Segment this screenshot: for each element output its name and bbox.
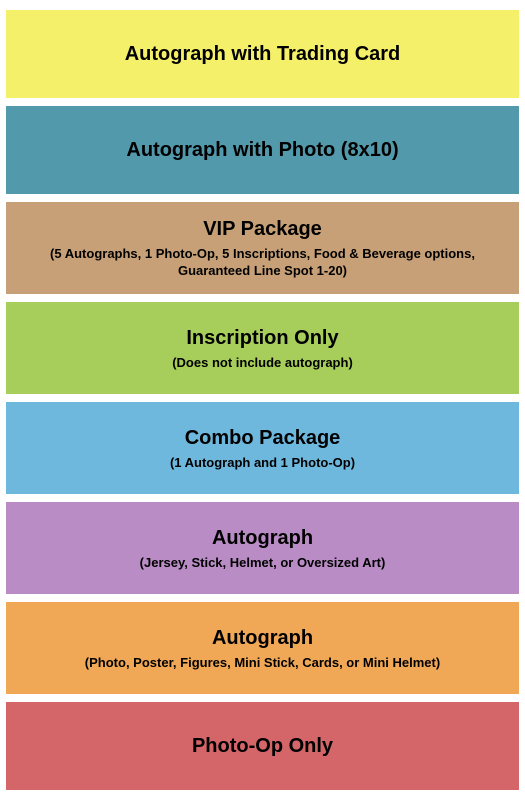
tier-item: Autograph with Trading Card [6, 10, 519, 98]
tier-list: Autograph with Trading Card Autograph wit… [0, 0, 525, 800]
tier-subtitle: (5 Autographs, 1 Photo-Op, 5 Inscription… [26, 246, 499, 280]
tier-title: Autograph [212, 525, 313, 551]
tier-subtitle: (Jersey, Stick, Helmet, or Oversized Art… [140, 555, 386, 572]
tier-title: Autograph [212, 625, 313, 651]
tier-item: Combo Package (1 Autograph and 1 Photo-Op… [6, 402, 519, 494]
tier-title: Autograph with Trading Card [125, 41, 401, 67]
tier-item: Autograph (Jersey, Stick, Helmet, or Over… [6, 502, 519, 594]
tier-subtitle: (Photo, Poster, Figures, Mini Stick, Car… [85, 655, 440, 672]
tier-item: Autograph (Photo, Poster, Figures, Mini S… [6, 602, 519, 694]
tier-title: Inscription Only [186, 325, 338, 351]
tier-item: Inscription Only (Does not include autogr… [6, 302, 519, 394]
tier-subtitle: (1 Autograph and 1 Photo-Op) [170, 455, 355, 472]
tier-item: Autograph with Photo (8x10) [6, 106, 519, 194]
tier-title: Combo Package [185, 425, 341, 451]
tier-subtitle: (Does not include autograph) [172, 355, 353, 372]
tier-title: Autograph with Photo (8x10) [126, 137, 398, 163]
tier-item: VIP Package (5 Autographs, 1 Photo-Op, 5 … [6, 202, 519, 294]
tier-item: Photo-Op Only [6, 702, 519, 790]
tier-title: VIP Package [203, 216, 322, 242]
tier-title: Photo-Op Only [192, 733, 333, 759]
